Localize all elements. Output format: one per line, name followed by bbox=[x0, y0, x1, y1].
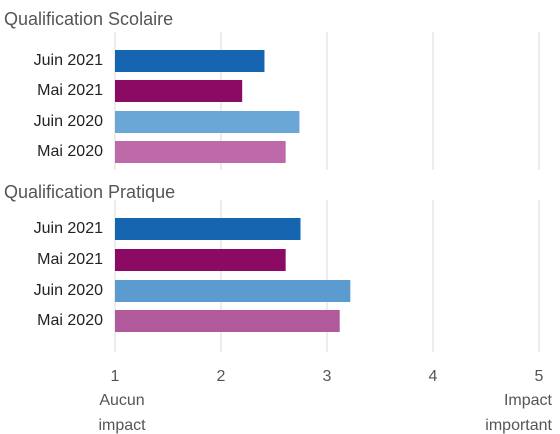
x-tick-label: 1 bbox=[111, 368, 120, 385]
y-tick-label: Juin 2021 bbox=[34, 52, 103, 69]
y-tick-label: Mai 2020 bbox=[37, 312, 103, 329]
bar bbox=[115, 249, 286, 271]
axis-annotation-left: Aucun impact bbox=[98, 392, 146, 434]
panel-title: Qualification Pratique bbox=[4, 182, 175, 202]
x-tick-label: 3 bbox=[323, 368, 332, 385]
bar bbox=[115, 50, 265, 72]
bar bbox=[115, 310, 340, 332]
y-tick-label: Juin 2020 bbox=[34, 113, 103, 130]
y-tick-label: Mai 2020 bbox=[37, 143, 103, 160]
panel-title: Qualification Scolaire bbox=[4, 9, 173, 29]
x-tick-label: 4 bbox=[429, 368, 438, 385]
x-tick-label: 5 bbox=[535, 368, 544, 385]
bar bbox=[115, 218, 301, 240]
bar bbox=[115, 111, 300, 133]
y-tick-label: Mai 2021 bbox=[37, 251, 103, 268]
bar bbox=[115, 280, 351, 302]
bar bbox=[115, 141, 286, 163]
y-tick-label: Mai 2021 bbox=[37, 82, 103, 99]
bar bbox=[115, 80, 243, 102]
axis-annotation-right: Impact important bbox=[485, 392, 552, 434]
x-tick-label: 2 bbox=[217, 368, 226, 385]
y-tick-label: Juin 2021 bbox=[34, 220, 103, 237]
y-tick-label: Juin 2020 bbox=[34, 282, 103, 299]
